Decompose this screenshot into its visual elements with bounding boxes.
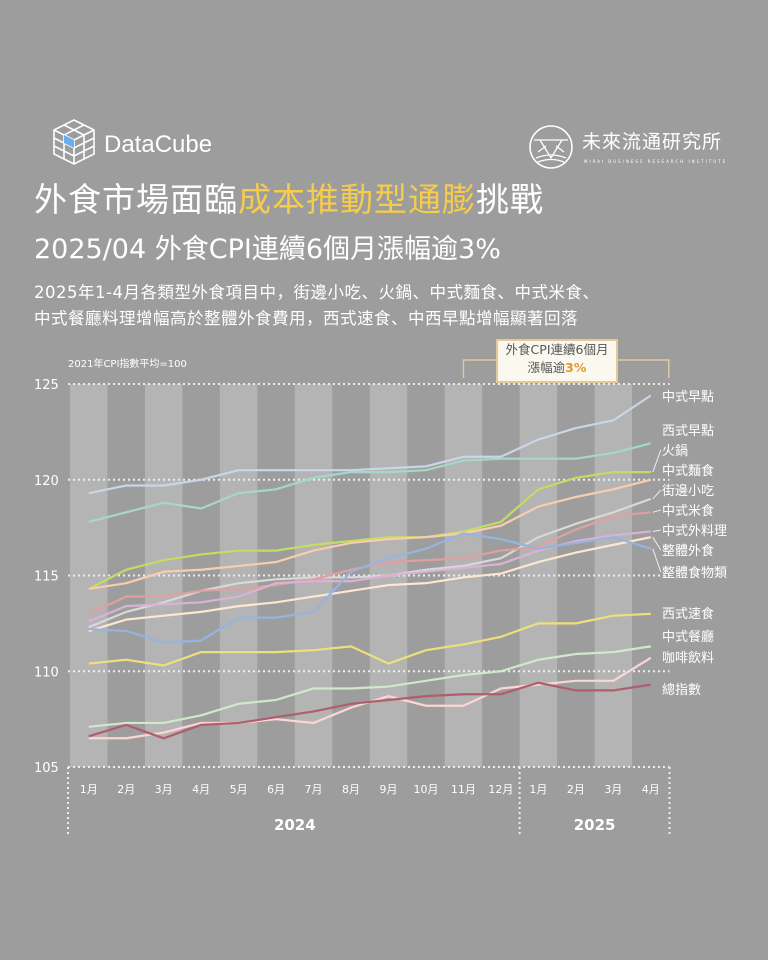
page-subtitle: 2025/04 外食CPI連續6個月漲幅逾3% (34, 234, 501, 265)
label-leader (652, 489, 662, 500)
x-tick-label: 11月 (451, 783, 476, 796)
series-label: 街邊小吃 (662, 483, 714, 499)
annotation-bracket (462, 359, 670, 378)
x-tick-label: 5月 (230, 783, 248, 796)
label-leader (652, 529, 661, 532)
x-tick-label: 3月 (155, 783, 173, 796)
series-label: 西式早點 (662, 424, 714, 439)
y-tick-label: 105 (34, 761, 59, 776)
year-label: 2024 (274, 816, 316, 834)
annotation-callout: 外食CPI連續6個月 漲幅逾3% (496, 339, 618, 383)
page-title: 外食市場面臨成本推動型通膨挑戰 (34, 180, 544, 220)
series-label: 中式早點 (662, 390, 714, 405)
annotation-pct: 3% (565, 360, 587, 375)
label-leader (652, 536, 662, 551)
institute-brand-sub: MIRAI BUSINESS RESEARCH INSTITUTE (584, 159, 728, 164)
x-tick-label: 10月 (413, 783, 438, 796)
series-line (88, 497, 652, 629)
description-line-2: 中式餐廳料理增幅高於整體外食費用，西式速食、中西早點增幅顯著回落 (34, 309, 578, 328)
y-tick-label: 110 (34, 665, 59, 680)
x-tick-label: 2月 (117, 783, 135, 796)
y-tick-label: 125 (34, 378, 59, 393)
year-label: 2025 (574, 816, 616, 834)
series-label: 中式外料理 (662, 524, 727, 539)
y-tick-label: 120 (34, 474, 59, 489)
series-line (88, 470, 651, 590)
series-line (88, 681, 651, 740)
series-label: 整體食物類 (662, 565, 727, 581)
x-tick-label: 7月 (305, 783, 323, 796)
institute-brand: 未來流通研究所 (582, 131, 723, 153)
annotation-line-2: 漲幅逾 (527, 360, 566, 375)
title-highlight: 成本推動型通膨 (238, 180, 476, 219)
y-axis-note: 2021年CPI指數平均=100 (68, 359, 187, 370)
x-tick-label: 12月 (488, 783, 513, 796)
title-pre: 外食市場面臨 (34, 180, 238, 219)
series-line (88, 532, 652, 644)
label-leader (652, 548, 662, 573)
x-tick-label: 8月 (342, 783, 360, 796)
x-tick-label: 2月 (567, 783, 585, 796)
series-label: 中式麵食 (662, 463, 714, 479)
x-tick-label: 4月 (642, 783, 660, 796)
series-line (88, 478, 652, 590)
x-tick-label: 9月 (379, 783, 397, 796)
annotation-line-1: 外食CPI連續6個月 (505, 342, 609, 357)
label-leader (652, 509, 661, 513)
series-label: 整體外食 (662, 543, 714, 559)
series-label: 中式米食 (662, 503, 714, 519)
series-label: 西式速食 (662, 606, 714, 622)
x-tick-label: 1月 (80, 783, 98, 796)
series-line (88, 394, 652, 495)
x-tick-label: 1月 (529, 783, 547, 796)
y-tick-label: 115 (34, 570, 59, 585)
x-tick-label: 6月 (267, 783, 285, 796)
series-line (88, 645, 651, 728)
label-leader (652, 449, 662, 473)
x-tick-label: 3月 (604, 783, 622, 796)
series-line (88, 442, 652, 523)
series-label: 火鍋 (662, 443, 688, 459)
series-label: 總指數 (662, 682, 701, 698)
datacube-logo-icon (53, 119, 95, 165)
series-line (88, 612, 651, 667)
series-label: 中式餐廳 (662, 629, 714, 645)
series-label: 咖啡飲料 (662, 650, 714, 666)
description-line-1: 2025年1-4月各類型外食項目中，街邊小吃、火鍋、中式麵食、中式米食、 (34, 283, 600, 302)
series-line (88, 536, 652, 633)
institute-logo-icon (529, 125, 573, 169)
title-post: 挑戰 (476, 180, 544, 219)
datacube-brand: DataCube (104, 131, 213, 158)
x-tick-label: 4月 (192, 783, 210, 796)
